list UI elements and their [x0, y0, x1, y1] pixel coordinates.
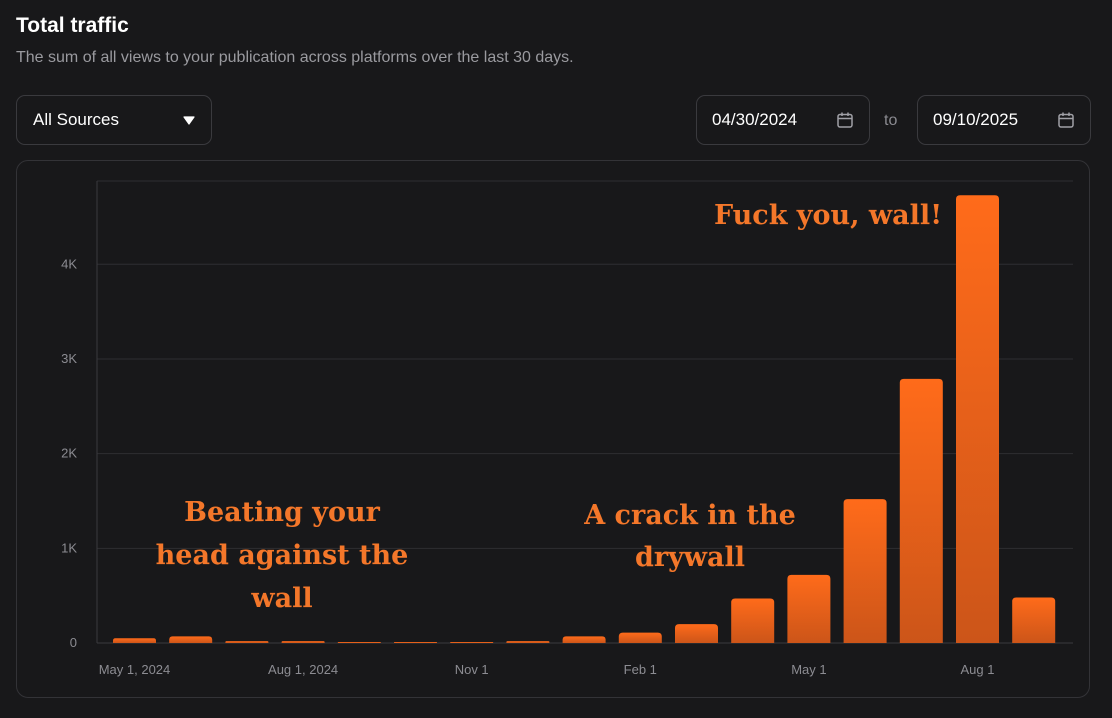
end-date-value: 09/10/2025	[933, 110, 1019, 129]
chart-annotation: Beating your head against the wall	[156, 497, 409, 614]
bar-aug-2024[interactable]	[281, 641, 325, 643]
x-tick-label: Aug 1	[961, 662, 995, 677]
bar-may-2024[interactable]	[113, 638, 156, 643]
bar-may-2025[interactable]	[787, 574, 831, 643]
bar-apr-2025[interactable]	[731, 598, 775, 643]
annotation-line: head against the	[156, 540, 409, 571]
bar-jun-2024[interactable]	[169, 636, 213, 643]
y-tick-label: 1K	[61, 540, 77, 555]
bar-dec-2024[interactable]	[506, 641, 550, 643]
start-date-value: 04/30/2024	[712, 110, 798, 129]
annotation-line: Beating your	[184, 497, 380, 528]
page-subtitle: The sum of all views to your publication…	[16, 49, 574, 66]
y-tick-label: 2K	[61, 446, 77, 461]
bar-jul-2025[interactable]	[899, 378, 943, 643]
source-dropdown[interactable]: All Sources	[16, 95, 212, 145]
traffic-chart-card: 0 1K 2K 3K 4K May 1, 2024 Aug 1, 2024 Nov 1 Feb …	[16, 160, 1090, 698]
x-tick-label: May 1	[791, 662, 826, 677]
traffic-bar-chart: 0 1K 2K 3K 4K May 1, 2024 Aug 1, 2024 Nov 1 Feb …	[61, 180, 1073, 677]
bar-sep-2024[interactable]	[337, 642, 381, 643]
annotation-line: Fuck you, wall!	[714, 200, 942, 231]
date-range-separator: to	[884, 112, 898, 129]
y-tick-label: 4K	[61, 256, 77, 271]
end-date-input[interactable]: 09/10/2025	[917, 95, 1091, 145]
annotation-line: A crack in the	[583, 500, 796, 531]
bar-aug-2025[interactable]	[956, 195, 999, 644]
calendar-icon[interactable]	[1057, 111, 1075, 129]
bar-oct-2024[interactable]	[394, 642, 437, 643]
bar-jul-2024[interactable]	[225, 641, 269, 643]
x-tick-label: Aug 1, 2024	[268, 662, 338, 677]
x-tick-label: Nov 1	[455, 662, 489, 677]
bar-jan-2025[interactable]	[562, 636, 606, 643]
annotation-line: wall	[250, 583, 312, 614]
x-tick-label: May 1, 2024	[99, 662, 171, 677]
bar-feb-2025[interactable]	[618, 632, 662, 643]
chart-annotation: A crack in the drywall	[583, 500, 796, 573]
start-date-input[interactable]: 04/30/2024	[696, 95, 870, 145]
bar-sep-2025[interactable]	[1012, 597, 1056, 643]
x-tick-label: Feb 1	[624, 662, 657, 677]
bar-jun-2025[interactable]	[843, 499, 887, 643]
calendar-icon[interactable]	[836, 111, 854, 129]
caret-down-icon	[183, 115, 195, 125]
source-dropdown-label: All Sources	[33, 110, 119, 129]
bar-mar-2025[interactable]	[675, 624, 718, 643]
y-tick-label: 0	[70, 635, 77, 650]
chart-annotation: Fuck you, wall!	[714, 200, 942, 231]
bar-nov-2024[interactable]	[450, 642, 494, 643]
y-tick-label: 3K	[61, 351, 77, 366]
annotation-line: drywall	[635, 542, 745, 573]
page-title: Total traffic	[16, 14, 129, 37]
